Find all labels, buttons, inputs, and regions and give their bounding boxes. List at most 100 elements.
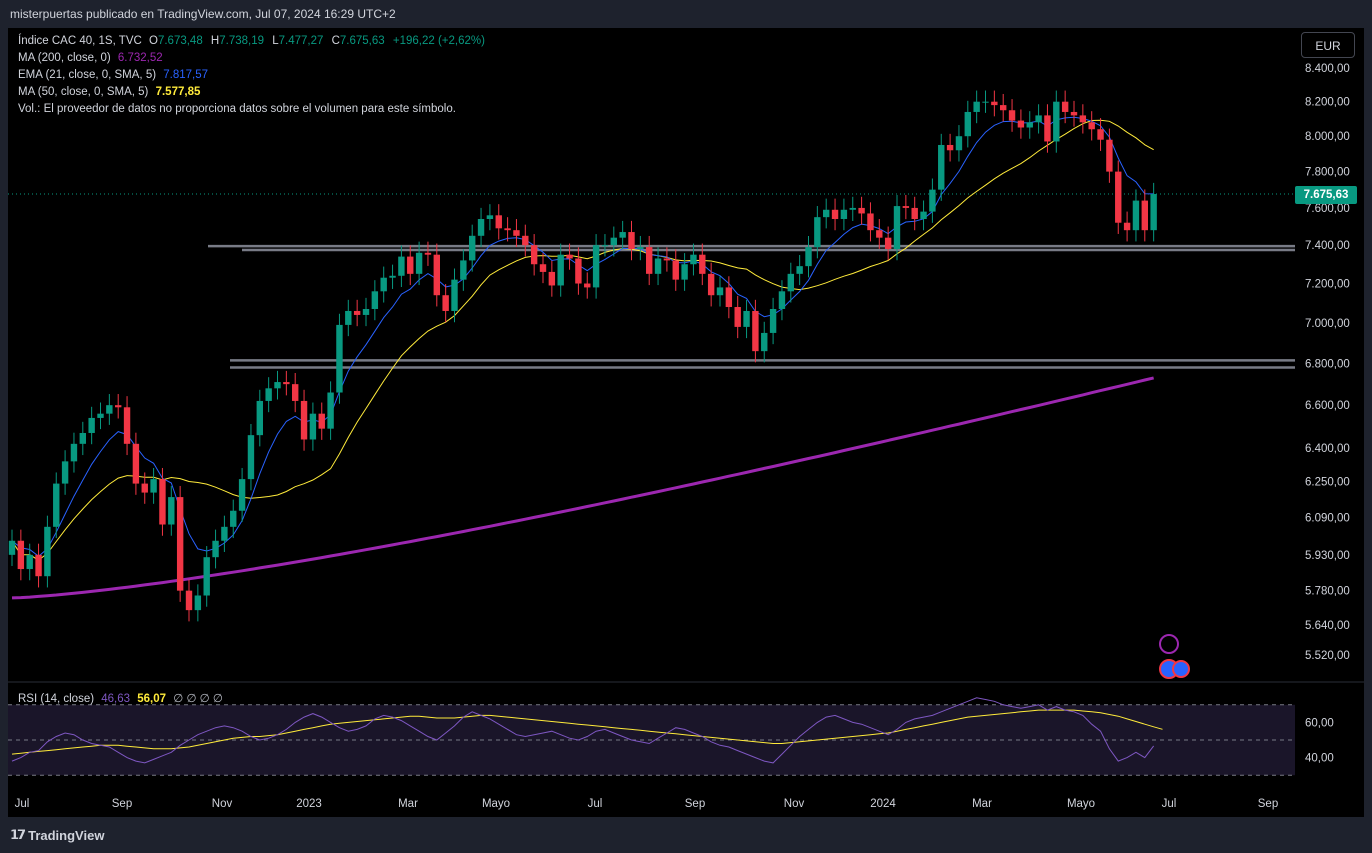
- rsi-rest: ∅ ∅ ∅ ∅: [173, 693, 223, 705]
- candle-body: [884, 237, 892, 249]
- candle-body: [814, 217, 821, 248]
- candle-body: [973, 101, 980, 112]
- time-tick-label: Jul: [588, 798, 603, 810]
- price-tick-label: 5.930,00: [1305, 550, 1350, 562]
- candle-body: [637, 247, 644, 249]
- price-tick-label: 7.400,00: [1305, 240, 1350, 252]
- time-tick-label: Sep: [1258, 798, 1278, 810]
- ema21-label: EMA (21, close, 0, SMA, 5): [18, 69, 157, 81]
- candle-body: [327, 392, 334, 429]
- candle-body: [769, 308, 777, 333]
- candle-body: [1097, 129, 1104, 140]
- open-label: O: [149, 35, 158, 47]
- candle-body: [265, 388, 272, 401]
- candle-body: [132, 443, 140, 484]
- high-value: 7.738,19: [219, 35, 264, 47]
- price-tick-label: 6.090,00: [1305, 513, 1350, 525]
- candle-body: [415, 252, 423, 274]
- price-tick-label: 7.000,00: [1305, 318, 1350, 330]
- candle-body: [460, 260, 467, 280]
- price-tick-label: 8.400,00: [1305, 63, 1350, 75]
- candle-body: [203, 557, 210, 596]
- candle-body: [504, 228, 511, 231]
- high-label: H: [210, 35, 220, 47]
- price-tick-label: 6.400,00: [1305, 443, 1350, 455]
- candle-body: [97, 413, 104, 418]
- legend-volume-note: Vol.: El proveedor de datos no proporcio…: [18, 103, 460, 115]
- candle-body: [1079, 115, 1087, 123]
- candle-body: [336, 324, 343, 393]
- candle-body: [442, 295, 449, 311]
- candle-body: [1088, 122, 1095, 130]
- candle-body: [787, 273, 794, 292]
- tradingview-logo-icon: 𝟭𝟳: [10, 827, 26, 842]
- candle-body: [353, 310, 361, 315]
- last-price-label: 7.675,63: [1295, 186, 1357, 204]
- candle-body: [1053, 101, 1060, 142]
- candle-body: [238, 479, 246, 511]
- tradingview-logo[interactable]: 𝟭𝟳 TradingView: [10, 827, 104, 843]
- candle-body: [911, 207, 918, 220]
- candle-body: [752, 310, 759, 352]
- candle-body: [256, 400, 263, 436]
- candle-body: [274, 382, 281, 389]
- candle-body: [362, 308, 370, 315]
- candle-body: [584, 283, 591, 288]
- symbol-name[interactable]: Índice CAC 40, 1S, TVC: [18, 35, 142, 47]
- candle-body: [1132, 200, 1140, 231]
- currency-button[interactable]: EUR: [1301, 32, 1355, 58]
- time-tick-label: Nov: [784, 798, 805, 810]
- candle-body: [530, 245, 538, 265]
- price-tick-label: 5.520,00: [1305, 650, 1350, 662]
- price-chart-svg[interactable]: 8.400,00 8.200,00 8.000,00 7.800,00 7.600,00…: [8, 28, 1364, 817]
- candle-body: [371, 291, 379, 309]
- candle-body: [176, 497, 184, 591]
- candle-body: [88, 417, 95, 433]
- volume-note: Vol.: El proveedor de datos no proporcio…: [18, 103, 456, 115]
- candle-body: [982, 101, 989, 103]
- ma200-line: [11, 376, 1154, 600]
- candle-body: [477, 219, 485, 236]
- ohlc-values: O7.673,48 H7.738,19 L7.477,27 C7.675,63 …: [149, 35, 489, 47]
- candle-body: [539, 264, 547, 272]
- candle-body: [1070, 111, 1078, 116]
- candle-body: [150, 479, 157, 493]
- ema21-line: [11, 116, 1154, 557]
- candle-body: [283, 382, 290, 385]
- candle-body: [796, 266, 803, 274]
- candle-body: [309, 413, 317, 440]
- candle-body: [8, 540, 16, 555]
- legend-ma50[interactable]: MA (50, close, 0, SMA, 5) 7.577,85: [18, 86, 204, 98]
- candle-body: [424, 252, 432, 255]
- candle-body: [513, 230, 520, 236]
- legend-ma200[interactable]: MA (200, close, 0) 6.732,52: [18, 52, 167, 64]
- published-by-text: misterpuertas publicado en TradingView.c…: [10, 7, 396, 21]
- candle-body: [831, 209, 839, 220]
- time-tick-label: Sep: [112, 798, 132, 810]
- price-tick-label: 6.800,00: [1305, 358, 1350, 370]
- candle-body: [761, 332, 768, 352]
- close-label: C: [331, 35, 340, 47]
- candle-body: [938, 144, 945, 190]
- candle-body: [619, 232, 626, 238]
- candle-body: [61, 461, 69, 484]
- candle-body: [575, 258, 582, 284]
- candle-body: [345, 310, 352, 325]
- legend-ema21[interactable]: EMA (21, close, 0, SMA, 5) 7.817,57: [18, 69, 212, 81]
- candle-body: [70, 443, 78, 462]
- time-tick-label: Mayo: [1067, 798, 1095, 810]
- candle-body: [398, 256, 405, 276]
- candle-body: [159, 479, 166, 525]
- rsi-label: RSI (14, close): [18, 693, 95, 705]
- time-tick-label: Jul: [15, 798, 30, 810]
- event-flash-icon: [1159, 634, 1179, 654]
- price-tick-label: 7.800,00: [1305, 167, 1350, 179]
- candle-body: [902, 206, 910, 208]
- candle-body: [805, 247, 812, 267]
- rsi-legend[interactable]: RSI (14, close) 46,63 56,07 ∅ ∅ ∅ ∅: [18, 691, 227, 705]
- open-value: 7.673,48: [157, 35, 203, 47]
- candle-body: [920, 211, 927, 220]
- candle-body: [663, 258, 671, 261]
- chart-area[interactable]: 8.400,00 8.200,00 8.000,00 7.800,00 7.600,00…: [8, 28, 1364, 817]
- candle-body: [867, 213, 874, 231]
